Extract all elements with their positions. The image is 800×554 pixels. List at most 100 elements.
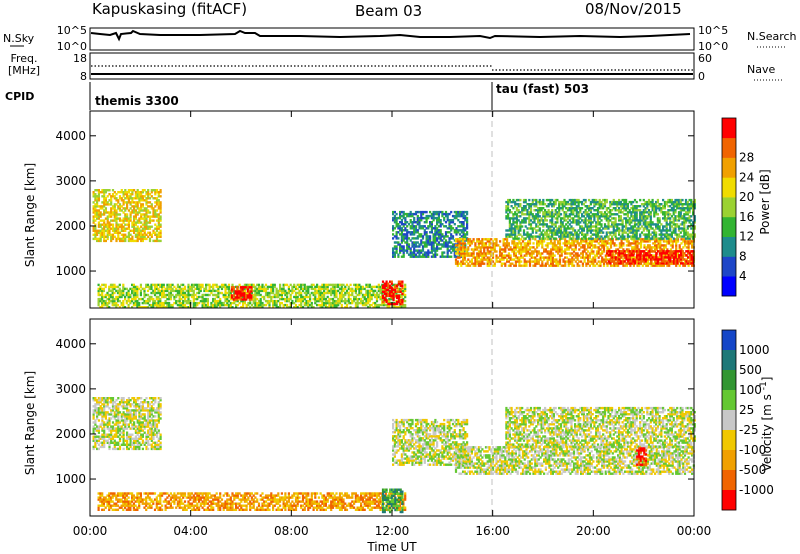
power-cell	[414, 253, 418, 256]
power-cell	[580, 240, 583, 243]
power-cell	[111, 223, 115, 226]
power-cell	[564, 260, 567, 263]
power-cell	[604, 240, 607, 243]
power-cell	[354, 287, 357, 291]
power-cell	[198, 295, 201, 299]
power-cell	[354, 291, 357, 295]
power-cell	[122, 235, 125, 238]
power-cell	[632, 258, 635, 261]
power-cell	[429, 241, 432, 244]
power-cell	[466, 239, 469, 242]
power-cell	[506, 258, 509, 261]
power-cell	[263, 287, 266, 291]
power-cell	[453, 249, 456, 252]
power-cell	[613, 262, 616, 265]
power-cell	[520, 248, 523, 251]
power-cell	[210, 285, 213, 289]
power-cell	[148, 297, 151, 301]
power-cell	[222, 283, 225, 287]
power-cell	[418, 249, 421, 252]
power-cell	[97, 221, 100, 224]
power-cell	[126, 203, 129, 206]
power-cell	[443, 241, 446, 244]
power-cell	[254, 285, 257, 289]
power-cell	[402, 245, 405, 248]
power-cell	[397, 237, 400, 240]
power-cell	[215, 303, 218, 307]
power-cell	[147, 197, 150, 200]
power-cell	[654, 242, 657, 245]
power-cell	[217, 287, 220, 291]
power-cell	[245, 291, 248, 295]
power-cell	[576, 262, 579, 265]
power-cell	[365, 293, 368, 297]
power-cell	[418, 227, 421, 230]
power-cell	[466, 237, 469, 240]
power-cell	[439, 243, 442, 246]
power-cell	[483, 254, 486, 257]
power-cell	[400, 295, 403, 299]
power-cell	[569, 262, 572, 265]
power-cell	[210, 291, 213, 295]
power-cell	[169, 303, 172, 307]
power-cell	[627, 250, 630, 253]
power-cell	[636, 246, 639, 249]
power-cell	[527, 244, 530, 247]
power-cell	[662, 254, 665, 257]
power-cell	[143, 221, 146, 224]
power-cell	[611, 240, 614, 243]
power-cell	[399, 251, 402, 254]
power-cell	[257, 293, 261, 297]
power-cell	[637, 250, 640, 253]
power-cell	[351, 301, 354, 305]
power-cell	[212, 299, 215, 303]
power-cell	[164, 295, 167, 299]
power-cell	[173, 285, 176, 289]
power-cell	[399, 280, 402, 283]
power-cell	[99, 191, 102, 194]
power-cell	[432, 237, 435, 240]
power-cell	[340, 295, 343, 299]
power-cell	[481, 240, 484, 243]
power-cell	[248, 290, 251, 293]
power-cell	[92, 225, 95, 228]
power-cell	[97, 303, 100, 307]
power-cell	[131, 299, 134, 303]
power-cell	[543, 256, 546, 259]
power-cell	[592, 260, 595, 263]
power-cell	[550, 242, 553, 245]
power-cell	[101, 207, 104, 210]
power-cell	[136, 285, 139, 289]
power-cell	[168, 291, 171, 295]
power-cell	[392, 237, 395, 240]
power-cell	[192, 297, 195, 301]
power-cell	[117, 213, 120, 216]
power-cell	[152, 297, 155, 301]
power-cell	[385, 288, 388, 291]
power-cell	[458, 246, 461, 249]
power-cell	[648, 244, 651, 247]
power-cell	[654, 248, 657, 251]
power-cell	[451, 221, 455, 224]
power-cell	[618, 242, 621, 245]
power-cell	[300, 306, 303, 309]
power-cell	[587, 258, 590, 261]
power-cell	[319, 297, 322, 301]
power-cell	[467, 258, 470, 261]
power-cell	[588, 254, 591, 257]
power-cell	[155, 301, 158, 305]
power-cell	[608, 248, 611, 251]
power-cell	[396, 290, 399, 293]
power-cell	[443, 216, 446, 220]
power-cell	[124, 217, 127, 220]
power-cell	[96, 205, 99, 208]
power-cell	[634, 262, 637, 265]
power-cell	[215, 299, 218, 303]
power-cell	[294, 293, 298, 297]
power-cell	[401, 300, 404, 304]
power-cell	[534, 250, 537, 253]
power-cell	[235, 306, 238, 309]
power-cell	[406, 249, 409, 252]
power-cell	[397, 290, 400, 293]
power-cell	[159, 301, 162, 305]
